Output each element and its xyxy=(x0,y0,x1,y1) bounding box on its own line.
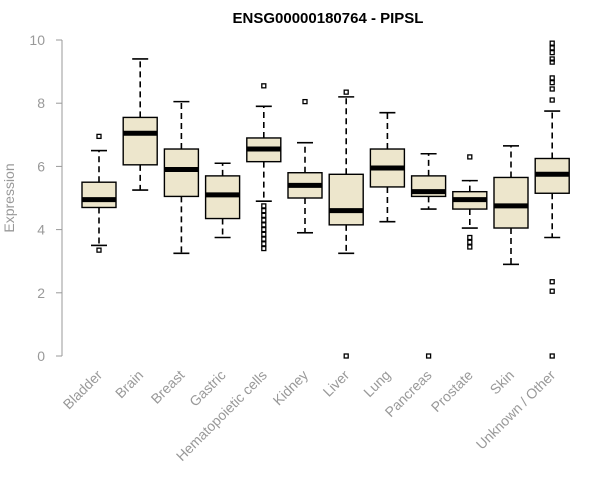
box-brain xyxy=(122,58,158,191)
box-liver xyxy=(328,89,364,359)
outlier-point xyxy=(467,154,473,160)
outlier-point xyxy=(549,59,555,65)
y-tick-label: 6 xyxy=(37,158,45,174)
outlier-point xyxy=(261,83,267,89)
box-iqr xyxy=(81,181,117,209)
y-tick-label: 4 xyxy=(37,222,45,238)
outlier-point xyxy=(261,203,267,209)
y-axis-label: Expression xyxy=(1,163,17,232)
box-bladder xyxy=(81,133,117,253)
box-gastric xyxy=(204,162,241,239)
box-breast xyxy=(163,100,200,255)
x-tick-label: Skin xyxy=(487,367,518,398)
outlier-point xyxy=(261,226,267,233)
y-axis: 0 2 4 6 8 10 xyxy=(29,32,63,364)
x-tick-label: Breast xyxy=(148,367,188,407)
box-iqr xyxy=(493,176,529,229)
outlier-point xyxy=(261,245,267,252)
box-iqr xyxy=(122,116,158,166)
x-tick-label: Brain xyxy=(112,367,146,401)
outlier-point xyxy=(549,75,555,81)
outlier-point xyxy=(261,241,267,247)
box-pancreas xyxy=(410,152,447,359)
outlier-point xyxy=(467,234,473,241)
box-skin xyxy=(493,145,529,266)
outlier-point xyxy=(96,247,102,253)
outlier-point xyxy=(467,239,473,245)
outlier-point xyxy=(549,49,555,56)
outlier-point xyxy=(549,86,555,92)
outlier-point xyxy=(261,222,267,228)
outlier-point xyxy=(261,217,267,223)
outlier-point xyxy=(302,98,308,105)
outlier-point xyxy=(261,212,267,219)
y-tick-label: 8 xyxy=(37,95,45,111)
outlier-point xyxy=(261,231,267,237)
y-tick-label: 10 xyxy=(29,32,45,48)
outlier-point xyxy=(261,207,267,214)
outlier-point xyxy=(425,353,432,359)
outlier-point xyxy=(261,236,267,242)
y-tick-label: 0 xyxy=(37,348,45,364)
x-tick-label: Kidney xyxy=(270,367,312,409)
outlier-point xyxy=(467,244,473,250)
box-unknown-other xyxy=(534,40,570,359)
box-hematopoietic-cells xyxy=(246,83,282,252)
boxes-group xyxy=(81,40,570,359)
outlier-point xyxy=(549,353,555,359)
x-tick-label: Prostate xyxy=(428,367,476,415)
outlier-point xyxy=(549,97,555,103)
box-prostate xyxy=(452,154,488,250)
box-iqr xyxy=(328,173,364,226)
outlier-point xyxy=(549,40,555,46)
outlier-point xyxy=(343,89,349,95)
outlier-point xyxy=(549,56,555,62)
box-lung xyxy=(369,111,406,223)
outlier-point xyxy=(549,80,555,86)
outlier-point xyxy=(549,45,555,51)
x-tick-label: Liver xyxy=(320,367,353,400)
y-tick-label: 2 xyxy=(37,285,45,301)
outlier-point xyxy=(549,288,555,294)
outlier-point xyxy=(549,279,555,285)
box-kidney xyxy=(287,98,323,234)
box-iqr xyxy=(163,148,200,198)
x-tick-label: Lung xyxy=(360,367,393,400)
outlier-point xyxy=(96,133,102,140)
chart-title: ENSG00000180764 - PIPSL xyxy=(233,10,424,27)
outlier-point xyxy=(343,353,349,359)
x-tick-label: Bladder xyxy=(60,367,106,413)
